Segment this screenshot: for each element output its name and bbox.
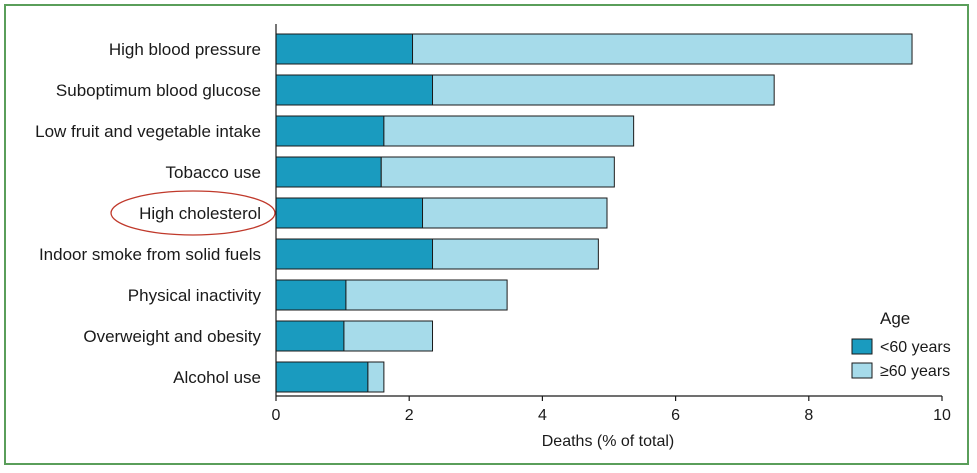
x-tick-label-0: 0 [272, 407, 281, 424]
bar-low-fruit-and-vegetable-intake-series-2 [383, 115, 635, 147]
bar-tobacco-use-series-1 [275, 156, 382, 188]
annotation-layer [110, 190, 276, 236]
legend-label-series-1: <60 years [880, 339, 951, 356]
x-axis: 0 2 4 6 8 10 [272, 24, 951, 424]
x-tick-label-2: 2 [405, 407, 414, 424]
bar-high-blood-pressure-series-1 [275, 33, 414, 65]
category-label-tobacco-use: Tobacco use [166, 163, 261, 182]
legend-label-series-2: ≥60 years [880, 363, 950, 380]
bar-high-cholesterol-series-1 [275, 197, 424, 229]
x-axis-title: Deaths (% of total) [542, 433, 675, 450]
x-tick-label-10: 10 [933, 407, 951, 424]
x-tick-label-4: 4 [538, 407, 547, 424]
bar-overweight-and-obesity-series-2 [343, 320, 434, 352]
bar-overweight-and-obesity-series-1 [275, 320, 345, 352]
bars-layer [275, 33, 913, 393]
bar-physical-inactivity-series-2 [345, 279, 508, 311]
category-label-suboptimum-blood-glucose: Suboptimum blood glucose [56, 81, 261, 100]
bar-alcohol-use-series-2 [367, 361, 385, 393]
category-labels: High blood pressure Suboptimum blood gluc… [35, 40, 261, 387]
legend: Age <60 years ≥60 years [851, 309, 951, 380]
category-label-alcohol-use: Alcohol use [173, 368, 261, 387]
category-label-high-blood-pressure: High blood pressure [109, 40, 261, 59]
bar-physical-inactivity-series-1 [275, 279, 347, 311]
bar-high-cholesterol-series-2 [422, 197, 608, 229]
highlight-ellipse [110, 190, 276, 236]
bar-alcohol-use-series-1 [275, 361, 369, 393]
legend-swatch-series-2 [851, 362, 873, 379]
category-label-overweight-and-obesity: Overweight and obesity [83, 327, 261, 346]
bar-tobacco-use-series-2 [380, 156, 615, 188]
bar-suboptimum-blood-glucose-series-1 [275, 74, 434, 106]
bar-suboptimum-blood-glucose-series-2 [432, 74, 775, 106]
bar-low-fruit-and-vegetable-intake-series-1 [275, 115, 385, 147]
category-label-physical-inactivity: Physical inactivity [128, 286, 262, 305]
category-label-indoor-smoke-from-solid-fuels: Indoor smoke from solid fuels [39, 245, 261, 264]
x-tick-label-6: 6 [671, 407, 680, 424]
bar-indoor-smoke-from-solid-fuels-series-2 [432, 238, 599, 270]
bar-indoor-smoke-from-solid-fuels-series-1 [275, 238, 434, 270]
category-label-low-fruit-and-vegetable-intake: Low fruit and vegetable intake [35, 122, 261, 141]
legend-title: Age [880, 309, 910, 328]
legend-swatch-series-1 [851, 338, 873, 355]
bar-high-blood-pressure-series-2 [412, 33, 913, 65]
category-label-high-cholesterol: High cholesterol [139, 204, 261, 223]
x-tick-label-8: 8 [804, 407, 813, 424]
